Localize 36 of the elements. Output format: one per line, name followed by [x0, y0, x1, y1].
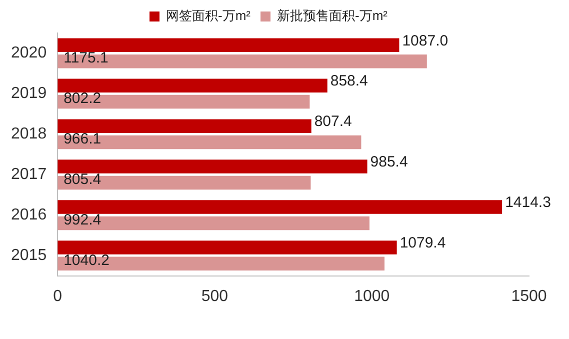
data-label: 805.4	[64, 170, 102, 188]
data-label: 1414.3	[505, 194, 551, 212]
bar	[58, 256, 384, 271]
data-label: 802.2	[64, 90, 102, 107]
bar	[58, 216, 370, 230]
y-tick-label: 2020	[11, 44, 47, 62]
bar	[58, 119, 312, 133]
legend-label: 新批预售面积-万m²	[277, 8, 388, 24]
y-tick-label: 2017	[11, 166, 47, 184]
bar	[58, 94, 310, 109]
data-label: 966.1	[64, 130, 102, 148]
y-tick-label: 2019	[11, 85, 47, 102]
data-label: 1040.2	[64, 252, 110, 269]
data-label: 985.4	[370, 154, 408, 171]
legend-label: 网签面积-万m²	[166, 8, 252, 24]
data-label: 807.4	[314, 113, 352, 130]
y-tick-label: 2018	[11, 126, 47, 143]
y-tick-label: 2015	[11, 246, 47, 264]
data-label: 1079.4	[400, 234, 446, 252]
data-label: 992.4	[64, 211, 102, 228]
bar	[58, 54, 427, 68]
bar	[58, 78, 328, 92]
bar	[58, 240, 397, 254]
bar	[58, 200, 502, 214]
data-label: 858.4	[330, 72, 368, 90]
y-tick-label: 2016	[11, 206, 47, 224]
bar	[58, 176, 311, 190]
x-tick-label: 1500	[511, 288, 547, 305]
bar	[58, 135, 362, 150]
bar	[58, 38, 400, 52]
data-label: 1175.1	[64, 49, 108, 66]
data-label: 1087.0	[402, 32, 448, 50]
x-tick-label: 0	[53, 288, 62, 305]
x-tick-label: 1000	[354, 288, 390, 305]
x-tick-label: 500	[201, 288, 228, 305]
bar	[58, 160, 368, 174]
